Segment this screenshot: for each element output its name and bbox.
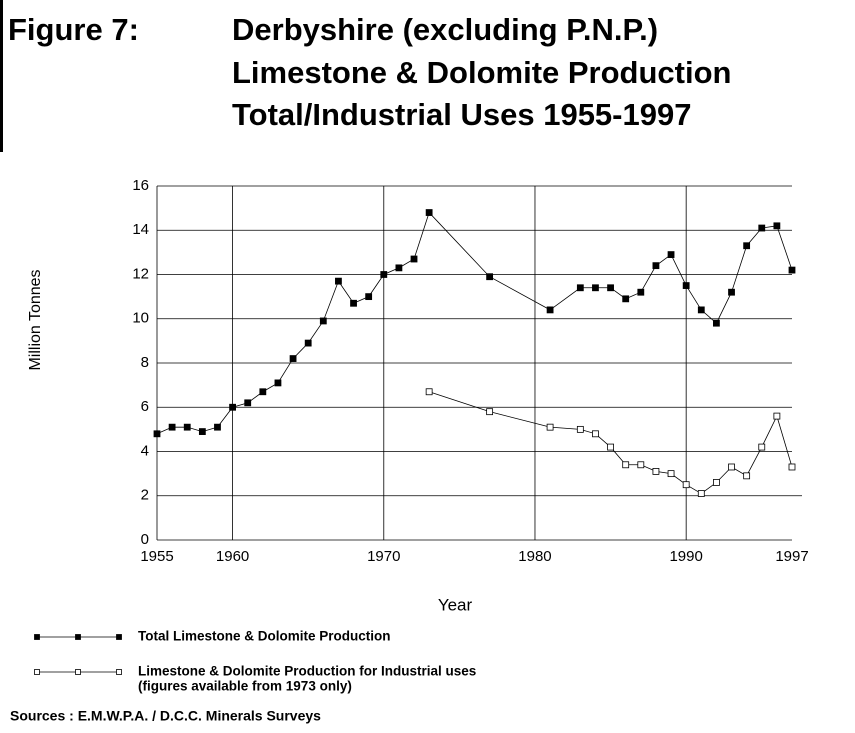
data-point: [350, 299, 357, 307]
title-line: Derbyshire (excluding P.N.P.): [232, 12, 658, 47]
data-point: [380, 271, 388, 278]
data-point: [304, 339, 312, 347]
data-point: [168, 423, 176, 431]
y-tick-label: 12: [132, 265, 149, 282]
data-point: [667, 251, 675, 258]
data-point: [773, 412, 781, 420]
data-point: [576, 284, 584, 292]
data-point: [259, 388, 267, 396]
y-tick-label: 6: [141, 398, 149, 415]
legend-label: Limestone & Dolomite Production for Indu…: [138, 664, 476, 679]
data-point: [607, 443, 614, 451]
x-tick-label: 1955: [140, 548, 173, 565]
y-tick-label: 14: [132, 221, 149, 238]
legend-marker: [75, 669, 81, 675]
sources: Sources : E.M.W.P.A. / D.C.C. Minerals S…: [10, 708, 321, 724]
data-point: [743, 472, 751, 480]
data-point: [788, 266, 796, 274]
x-tick-label: 1970: [367, 548, 400, 565]
data-point: [728, 288, 735, 296]
data-point: [622, 461, 630, 469]
y-tick-label: 0: [141, 531, 149, 548]
y-tick-label: 2: [141, 487, 149, 504]
x-tick-label: 1990: [669, 548, 702, 565]
title-line: Limestone & Dolomite Production: [232, 55, 731, 90]
data-point: [697, 490, 705, 497]
legend-marker: [116, 669, 122, 675]
side-bar: [0, 0, 3, 152]
data-point: [788, 463, 796, 471]
data-point: [682, 481, 690, 489]
legend-marker: [34, 669, 40, 675]
data-point: [713, 319, 720, 327]
data-point: [486, 408, 494, 416]
data-point: [637, 461, 645, 469]
data-point: [214, 423, 221, 431]
series-line: [156, 211, 793, 435]
data-point: [758, 443, 766, 451]
data-point: [319, 317, 327, 325]
legend-marker: [116, 634, 122, 640]
data-point: [229, 403, 236, 411]
y-tick-label: 8: [141, 354, 149, 371]
x-tick-label: 1980: [518, 548, 551, 565]
data-point: [335, 277, 342, 285]
data-point: [592, 430, 599, 438]
data-point: [183, 423, 191, 431]
data-point: [198, 428, 206, 435]
data-point: [743, 242, 751, 250]
title-line: Total/Industrial Uses 1955-1997: [232, 97, 691, 132]
data-point: [486, 273, 494, 281]
legend-marker: [34, 634, 40, 640]
data-point: [607, 284, 614, 292]
data-point: [395, 264, 403, 272]
x-axis-label: Year: [438, 595, 473, 614]
data-point: [652, 262, 660, 270]
data-point: [153, 430, 161, 438]
data-point: [289, 355, 297, 362]
x-tick-label: 1997: [775, 548, 808, 565]
y-axis-label: Million Tonnes: [27, 269, 44, 370]
data-point: [244, 399, 252, 407]
x-tick-label: 1960: [216, 548, 249, 565]
data-point: [728, 463, 735, 471]
legend-label: Total Limestone & Dolomite Production: [138, 629, 391, 644]
data-point: [410, 255, 418, 263]
data-point: [697, 306, 705, 314]
legend-marker: [75, 634, 81, 640]
y-tick-label: 4: [141, 442, 149, 459]
legend-note: (figures available from 1973 only): [138, 679, 352, 694]
data-point: [713, 479, 720, 486]
data-point: [682, 282, 690, 289]
data-point: [546, 306, 554, 314]
figure-label: Figure 7:: [8, 12, 139, 47]
y-tick-label: 10: [132, 310, 149, 327]
data-point: [274, 379, 282, 387]
data-point: [576, 425, 584, 433]
series-line: [429, 391, 793, 495]
data-point: [622, 295, 630, 303]
data-point: [425, 209, 433, 216]
data-point: [637, 288, 645, 296]
data-point: [365, 293, 373, 301]
y-tick-label: 16: [132, 177, 149, 194]
data-point: [652, 468, 660, 475]
data-point: [592, 284, 599, 292]
data-point: [667, 470, 675, 478]
data-point: [546, 423, 554, 431]
data-point: [773, 222, 781, 230]
data-point: [758, 224, 766, 232]
data-point: [425, 388, 433, 396]
